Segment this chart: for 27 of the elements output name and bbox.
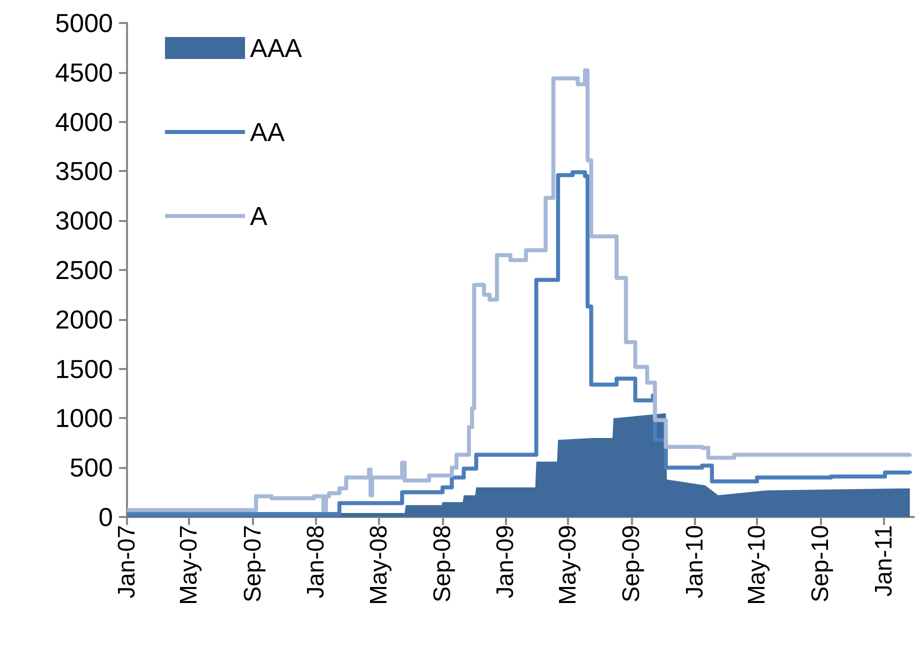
y-tick-label: 1000	[55, 403, 113, 434]
x-tick-label: Jan-08	[302, 525, 330, 598]
y-tick-label: 500	[70, 452, 113, 483]
y-tick-label: 5000	[55, 8, 113, 38]
y-tick-label: 2500	[55, 255, 113, 285]
y-tick-label: 1500	[55, 354, 113, 384]
y-tick-label: 4500	[55, 57, 113, 88]
x-tick-label: Sep-08	[429, 525, 456, 602]
x-tick-label: Jan-09	[492, 525, 520, 598]
x-tick-label: Jan-10	[681, 525, 708, 598]
x-tick-label: Jan-11	[870, 525, 898, 597]
legend-label: AAA	[250, 33, 303, 63]
x-tick-label: May-09	[554, 525, 582, 606]
x-tick-label: Sep-10	[807, 525, 834, 602]
x-tick-label: May-07	[176, 525, 203, 606]
x-tick-label: Sep-07	[239, 525, 266, 602]
x-tick-label: Jan-07	[114, 525, 140, 598]
y-tick-label: 0	[98, 502, 113, 532]
x-tick-label: Sep-09	[618, 525, 646, 602]
y-tick-label: 2000	[55, 304, 113, 334]
y-tick-label: 4000	[55, 106, 113, 137]
x-tick-label: May-08	[365, 525, 392, 606]
y-tick-label: 3500	[55, 156, 113, 186]
y-tick-label: 3000	[55, 206, 113, 236]
legend-label: A	[250, 201, 268, 231]
x-tick-label: May-10	[744, 525, 771, 606]
legend-label: AA	[250, 117, 286, 147]
